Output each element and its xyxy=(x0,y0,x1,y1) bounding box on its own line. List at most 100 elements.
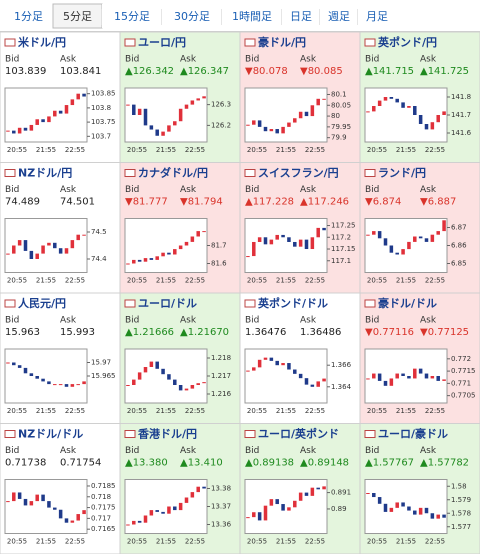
tab[interactable] xyxy=(162,4,222,28)
candle xyxy=(137,108,142,115)
panel-title[interactable]: ユーロ/英ポンド xyxy=(258,427,339,441)
tab-label[interactable]: 1分足 xyxy=(14,10,43,23)
panel-title[interactable]: NZドル/ドル xyxy=(18,428,83,441)
candle xyxy=(401,249,405,255)
candle xyxy=(143,367,148,373)
x-tick-label: 21:55 xyxy=(276,538,296,546)
candle xyxy=(173,249,177,255)
chart-area xyxy=(244,348,328,404)
candle xyxy=(401,373,405,376)
candle xyxy=(269,129,274,132)
panel-title[interactable]: 豪ドル/ドル xyxy=(378,296,437,310)
y-tick-label: 80.1 xyxy=(331,90,347,98)
flag-icon xyxy=(364,169,376,177)
candle xyxy=(263,505,268,521)
candle xyxy=(298,492,303,501)
bid-label: Bid xyxy=(365,446,379,456)
candle xyxy=(372,231,376,235)
tab-label[interactable]: 週足 xyxy=(328,10,350,23)
tab[interactable] xyxy=(102,4,162,28)
candle xyxy=(269,499,274,506)
panel-title[interactable]: 人民元/円 xyxy=(18,296,66,310)
candle xyxy=(366,378,370,380)
candle xyxy=(310,105,315,117)
ask-value: 0.71754 xyxy=(60,458,101,469)
ask-value: ▼6.887 xyxy=(420,197,456,208)
candle xyxy=(161,252,165,257)
candle xyxy=(430,513,435,519)
ask-label: Ask xyxy=(60,55,77,65)
panel-title[interactable]: カナダドル/円 xyxy=(138,166,208,180)
candle xyxy=(6,253,10,255)
panel-title[interactable]: 香港ドル/円 xyxy=(137,427,197,441)
panel-title[interactable]: ユーロ/豪ドル xyxy=(378,427,448,441)
candle xyxy=(196,486,200,493)
candle xyxy=(442,111,446,115)
tab-label[interactable]: 30分足 xyxy=(174,10,210,23)
panel-title[interactable]: ユーロ/円 xyxy=(138,36,186,49)
panel-title[interactable]: 英ポンド/ドル xyxy=(257,296,328,310)
panel-title[interactable]: ユーロ/ドル xyxy=(138,297,197,310)
bid-label: Bid xyxy=(245,446,259,456)
tab[interactable] xyxy=(222,4,282,28)
tab[interactable] xyxy=(358,4,396,28)
tab[interactable] xyxy=(52,3,103,29)
candle xyxy=(383,238,388,246)
candle xyxy=(47,381,51,385)
candle xyxy=(418,368,423,374)
candle xyxy=(12,492,16,502)
tab-label[interactable]: 5分足 xyxy=(63,10,92,23)
tab[interactable] xyxy=(4,4,53,28)
tab-label[interactable]: 日足 xyxy=(290,10,312,23)
candle xyxy=(263,237,268,245)
tab-label[interactable]: 1時間足 xyxy=(232,10,272,23)
tab-label[interactable]: 15分足 xyxy=(114,10,150,23)
tab-label[interactable]: 月足 xyxy=(366,10,388,23)
x-tick-label: 21:55 xyxy=(36,146,56,154)
y-tick-label: 1.366 xyxy=(331,361,352,369)
candle xyxy=(53,507,57,510)
x-tick-label: 20:55 xyxy=(7,277,27,285)
flag-icon xyxy=(124,169,136,177)
ask-label: Ask xyxy=(180,446,197,456)
tab[interactable] xyxy=(320,4,358,28)
panel-title[interactable]: 豪ドル/円 xyxy=(258,35,306,49)
candle xyxy=(281,363,285,366)
candle xyxy=(293,500,297,508)
candle xyxy=(143,258,148,262)
candle xyxy=(316,487,320,490)
candle xyxy=(70,99,75,106)
y-tick-label: 0.717 xyxy=(91,514,111,522)
ask-value: ▲13.410 xyxy=(180,458,223,469)
candle xyxy=(184,104,189,109)
panel-title[interactable]: スイスフラン/円 xyxy=(258,167,339,180)
candle xyxy=(424,507,429,514)
x-tick-label: 21:55 xyxy=(396,407,416,415)
panel-title[interactable]: NZドル/円 xyxy=(18,167,72,180)
candle xyxy=(281,504,285,511)
candle xyxy=(167,252,171,255)
x-tick-label: 21:55 xyxy=(276,277,296,285)
candle xyxy=(173,121,177,126)
candle xyxy=(389,97,394,99)
panel-title[interactable]: ランド/円 xyxy=(378,167,426,180)
chart-area xyxy=(124,479,208,534)
flag-icon xyxy=(124,299,136,308)
chart-area xyxy=(4,479,88,534)
x-tick-label: 22:55 xyxy=(65,407,85,415)
x-tick-label: 22:55 xyxy=(65,538,85,546)
candle xyxy=(269,239,274,245)
candle xyxy=(58,384,63,386)
panel-title[interactable]: 英ポンド/円 xyxy=(377,35,437,49)
y-tick-label: 117.25 xyxy=(331,222,356,230)
candle xyxy=(372,106,376,112)
candle xyxy=(304,378,309,385)
candle xyxy=(418,507,423,515)
tab[interactable] xyxy=(282,4,320,28)
candle xyxy=(17,365,22,368)
candle xyxy=(161,511,165,514)
candle xyxy=(29,501,34,506)
candle xyxy=(413,368,417,379)
panel-title[interactable]: 米ドル/円 xyxy=(17,35,66,49)
candle xyxy=(257,120,262,127)
